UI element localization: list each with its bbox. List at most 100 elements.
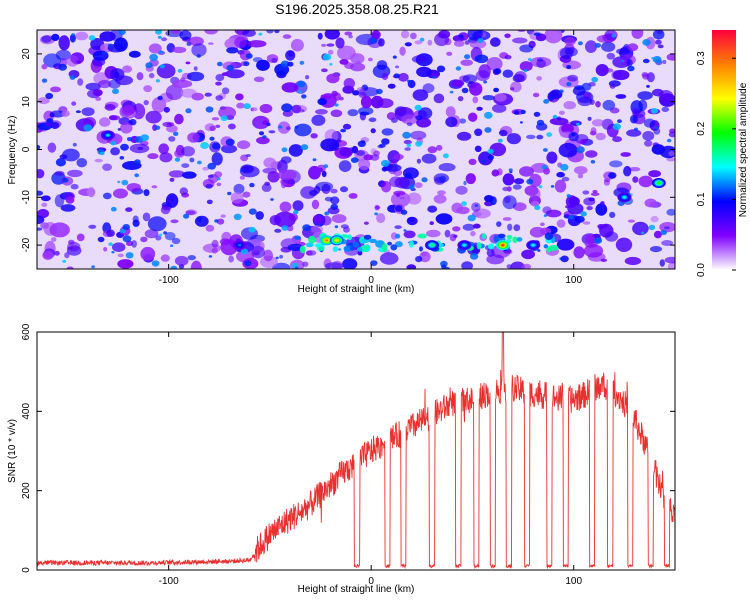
spectrogram-cell — [136, 72, 144, 81]
spectrogram-cell — [393, 73, 400, 79]
spectrogram-cell — [282, 34, 292, 39]
spectrogram-cell — [469, 253, 479, 260]
spectrogram-cell — [122, 224, 130, 230]
spectrogram-cell — [263, 157, 277, 169]
spectrogram-cell — [659, 259, 665, 267]
spectrogram-band-cell — [347, 234, 353, 241]
spectrogram-cell — [37, 215, 45, 225]
spectrogram-cell — [668, 151, 675, 156]
spectrogram-cell — [658, 90, 674, 103]
spectrogram-cell — [215, 95, 223, 101]
spectrogram-cell — [240, 168, 244, 172]
spectrogram-cell — [194, 215, 209, 227]
spectrogram-cell — [644, 140, 653, 147]
spectrogram-cell — [205, 224, 215, 232]
spectrogram-cell — [439, 175, 447, 183]
spectrogram-cell — [37, 169, 45, 179]
spectrogram-band-cell — [493, 234, 499, 243]
spectrogram-cell — [442, 153, 449, 159]
spectrogram-cell — [41, 35, 52, 43]
spectrogram-cell — [582, 190, 590, 195]
spectrogram-cell — [380, 159, 390, 167]
spectrogram-cell — [416, 117, 432, 128]
spectrogram-cell — [510, 87, 515, 91]
spectrogram-cell — [207, 162, 216, 170]
spectrogram-cell — [506, 133, 521, 145]
spectrogram-cell — [459, 34, 464, 38]
spectrogram-cell — [536, 134, 544, 140]
spectrogram-cell — [538, 185, 543, 189]
spectrogram-cell — [76, 233, 85, 242]
spectrogram-cell — [185, 209, 198, 216]
spectrogram-cell — [415, 256, 423, 263]
spectrogram-cell — [609, 107, 620, 114]
spectrogram-cell — [50, 237, 57, 242]
spectrogram-cell — [370, 260, 378, 266]
spectrogram-cell — [435, 213, 453, 225]
spectrogram-cell — [252, 115, 270, 129]
spectrogram-cell — [476, 106, 483, 111]
spectrogram-cell — [211, 152, 223, 166]
spectrogram-band-cell — [352, 241, 359, 248]
spectrogram-cell — [277, 169, 297, 180]
spectrogram-hotspot — [622, 196, 626, 199]
spectrogram-cell — [533, 32, 541, 36]
spectrogram-cell — [419, 37, 425, 42]
spectrogram-y-tick-label: 20 — [21, 48, 32, 60]
spectrogram-cell — [453, 40, 465, 47]
spectrogram-cell — [583, 244, 604, 258]
spectrogram-cell — [270, 198, 274, 201]
spectrogram-cell — [399, 196, 406, 200]
spectrogram-cell — [42, 250, 54, 260]
spectrogram-cell — [58, 63, 67, 71]
spectrogram-cell — [408, 184, 415, 190]
spectrogram-cell — [451, 202, 464, 214]
spectrogram-cell — [197, 160, 202, 165]
spectrogram-cell — [256, 136, 270, 145]
spectrogram-cell — [522, 263, 532, 269]
spectrogram-cell — [76, 158, 88, 168]
spectrogram-cell — [616, 48, 631, 55]
spectrogram-cell — [461, 201, 467, 206]
spectrogram-cell — [160, 254, 170, 262]
spectrogram-cell — [513, 178, 525, 185]
spectrogram-cell — [627, 43, 639, 52]
spectrogram-cell — [526, 178, 534, 185]
spectrogram-heatmap — [37, 30, 675, 269]
spectrogram-cell — [502, 195, 517, 210]
spectrogram-cell — [657, 44, 664, 49]
spectrogram-cell — [49, 112, 55, 118]
spectrogram-band-cell — [356, 247, 363, 252]
spectrogram-cell — [666, 208, 675, 216]
spectrogram-cell — [60, 204, 76, 212]
spectrogram-band-cell — [395, 233, 401, 239]
spectrogram-cell — [652, 56, 662, 63]
spectrogram-cell — [244, 260, 252, 267]
spectrogram-cell — [258, 131, 265, 136]
spectrogram-cell — [543, 214, 548, 217]
spectrogram-cell — [410, 32, 417, 40]
colorbar-gradient — [712, 30, 736, 270]
spectrogram-band-cell — [544, 232, 554, 240]
spectrogram-cell — [288, 144, 303, 157]
spectrogram-hotspot — [106, 134, 110, 137]
spectrogram-cell — [612, 69, 630, 81]
spectrogram-cell — [237, 140, 251, 150]
spectrogram-cell — [560, 163, 569, 171]
spectrogram-cell — [170, 219, 179, 224]
spectrogram-cell — [582, 221, 591, 225]
spectrogram-cell — [640, 231, 645, 235]
spectrogram-cell — [281, 147, 288, 153]
spectrogram-cell — [334, 103, 339, 107]
spectrogram-cell — [171, 237, 181, 245]
spectrogram-cell — [559, 89, 564, 93]
spectrogram-cell — [519, 166, 534, 177]
spectrogram-cell — [179, 30, 192, 41]
spectrogram-cell — [379, 252, 399, 265]
spectrogram-cell — [266, 122, 271, 127]
spectrogram-cell — [615, 237, 633, 252]
spectrogram-cell — [242, 30, 256, 37]
snr-x-axis-label: Height of straight line (km) — [298, 584, 415, 595]
spectrogram-cell — [174, 255, 189, 266]
spectrogram-cell — [464, 40, 470, 45]
